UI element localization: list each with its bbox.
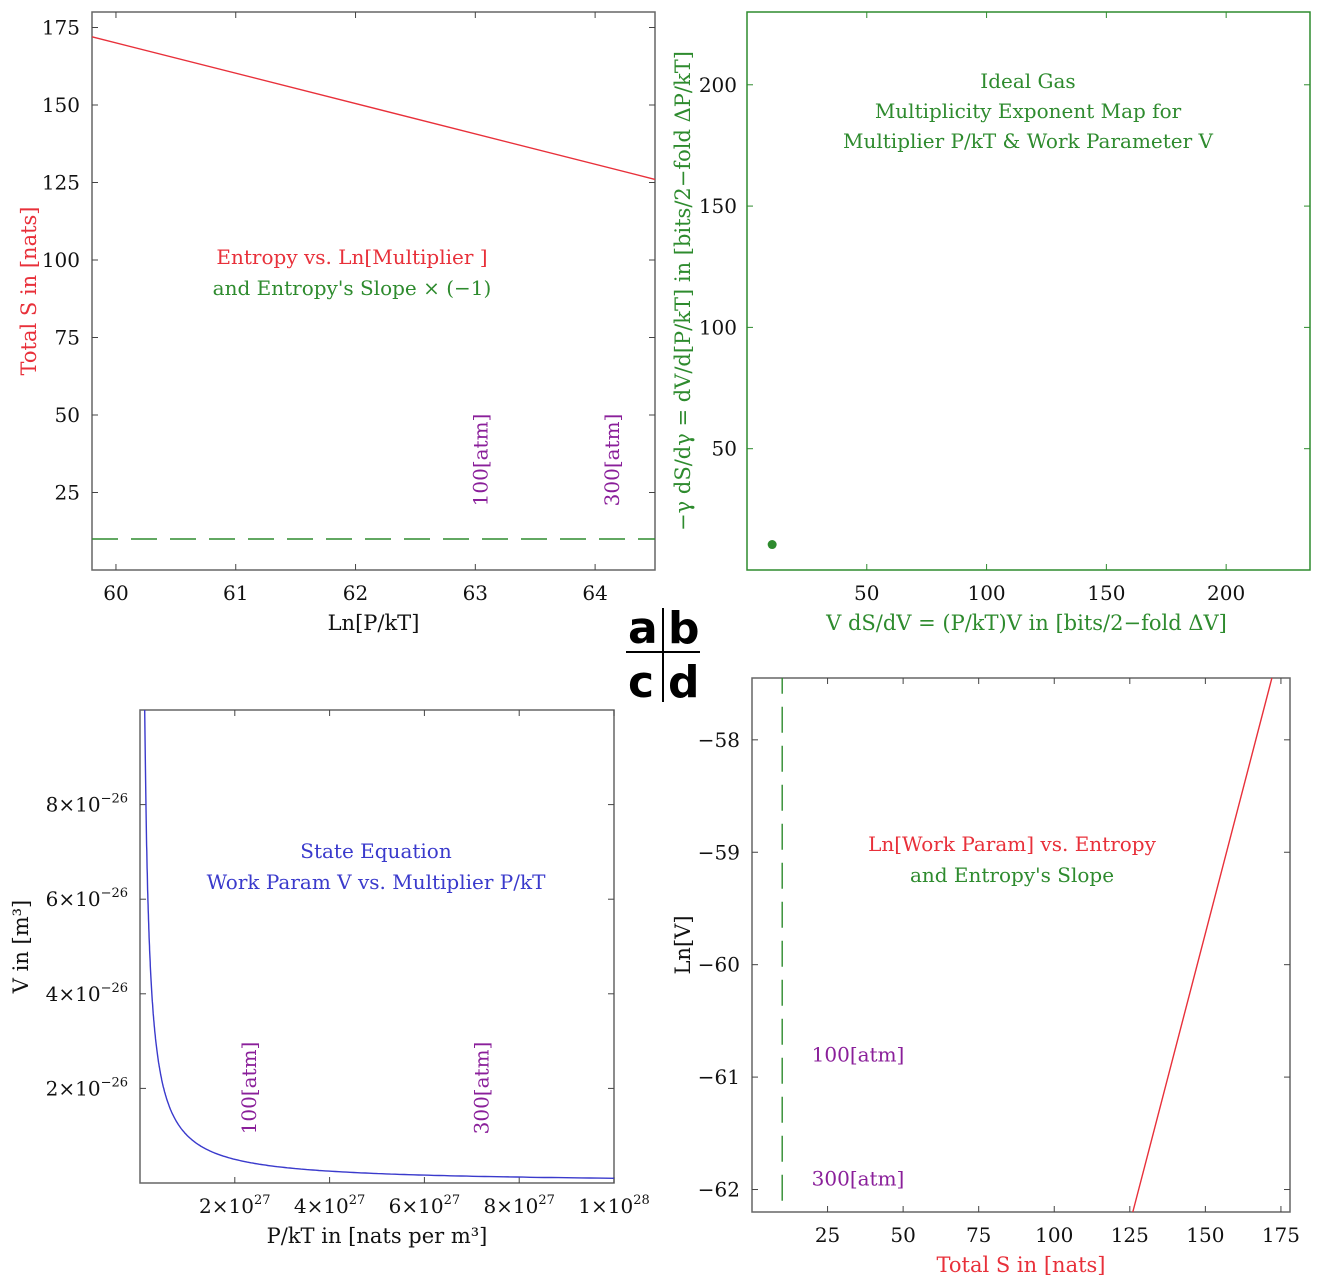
x-tick-label: 100 <box>1035 1223 1073 1247</box>
y-tick-label: 8×10−26 <box>46 792 128 817</box>
x-tick-label: 50 <box>890 1223 915 1247</box>
y-axis-label: Total S in [nats] <box>17 207 41 376</box>
y-axis-label: V in [m³] <box>9 900 33 994</box>
y-tick-label: 125 <box>42 171 80 195</box>
pressure-marker-label: 300[atm] <box>600 414 624 507</box>
y-tick-label: 50 <box>712 437 737 461</box>
x-tick-label: 50 <box>854 581 879 605</box>
annotation-line: and Entropy's Slope <box>910 863 1114 887</box>
x-tick-label: 63 <box>463 581 488 605</box>
y-tick-label: 2×10−26 <box>46 1075 128 1100</box>
y-tick-label: 4×10−26 <box>46 981 128 1006</box>
y-axis-label: −γ dS/dγ = dV/d[P/kT] in [bits/2−fold ΔP… <box>671 51 695 531</box>
x-tick-label: 64 <box>582 581 607 605</box>
y-tick-label: −61 <box>698 1065 740 1089</box>
x-axis-label: Total S in [nats] <box>937 1253 1106 1277</box>
panel-letter-a: a <box>628 603 658 654</box>
y-tick-label: −62 <box>698 1178 740 1202</box>
y-axis-label: Ln[V] <box>671 915 695 974</box>
pressure-marker-label: 300[atm] <box>812 1166 905 1190</box>
chart-title-line: Multiplier P/kT & Work Parameter V <box>843 129 1214 153</box>
x-tick-label: 8×1027 <box>483 1193 554 1218</box>
y-tick-label: 100 <box>42 248 80 272</box>
panel-letter-d: d <box>668 657 700 708</box>
y-tick-label: 150 <box>699 194 737 218</box>
pressure-marker-label: 100[atm] <box>237 1042 261 1135</box>
y-tick-label: 6×10−26 <box>46 886 128 911</box>
y-tick-label: 25 <box>55 481 80 505</box>
x-tick-label: 25 <box>815 1223 840 1247</box>
plot-frame <box>91 11 656 571</box>
annotation-line: Ln[Work Param] vs. Entropy <box>868 832 1157 856</box>
x-axis-label: P/kT in [nats per m³] <box>267 1224 488 1248</box>
x-axis-label: V dS/dV = (P/kT)V in [bits/2−fold ΔV] <box>825 611 1227 635</box>
ln-work-param-line <box>1132 677 1273 1213</box>
panel-b-multiplicity-exponent-map: 50 100 150 200 50 100 150 200 V dS/dV = (P/kT)V … <box>671 11 1311 635</box>
chart-title-line: Ideal Gas <box>980 69 1075 93</box>
x-axis-label: Ln[P/kT] <box>328 611 420 635</box>
x-tick-label: 175 <box>1262 1223 1300 1247</box>
x-tick-label: 1×1028 <box>578 1193 649 1218</box>
x-tick-label: 200 <box>1207 581 1245 605</box>
x-tick-label: 125 <box>1111 1223 1149 1247</box>
y-tick-label: −60 <box>698 953 740 977</box>
x-tick-label: 61 <box>223 581 248 605</box>
annotation-line: and Entropy's Slope × (−1) <box>213 276 492 300</box>
chart-title-line: Multiplicity Exponent Map for <box>875 99 1182 123</box>
y-tick-label: 75 <box>55 326 80 350</box>
pressure-marker-label: 100[atm] <box>468 414 492 507</box>
pressure-marker-label: 100[atm] <box>812 1043 905 1067</box>
panel-d-ln-work-param-vs-entropy: 25 50 75 100 125 150 175 −58 −59 −60 −61 −62 Total S… <box>671 677 1300 1277</box>
annotation-line: State Equation <box>300 839 452 863</box>
panel-c-state-equation: 2×1027 4×1027 6×1027 8×1027 1×1028 2×10−26 4×1… <box>9 709 650 1248</box>
plot-frame <box>139 709 615 1184</box>
x-tick-label: 6×1027 <box>389 1193 460 1218</box>
annotation-line: Entropy vs. Ln[Multiplier ] <box>216 245 487 269</box>
y-tick-label: 200 <box>699 73 737 97</box>
x-tick-label: 100 <box>967 581 1005 605</box>
panel-a-entropy-vs-ln-multiplier: 60 61 62 63 64 25 50 75 100 125 150 175 Ln[P/kT] Tota… <box>17 11 656 635</box>
plot-frame <box>751 677 1291 1213</box>
x-tick-label: 2×1027 <box>199 1193 270 1218</box>
panel-letter-c: c <box>628 657 654 708</box>
y-tick-label: −59 <box>698 840 740 864</box>
x-tick-label: 62 <box>343 581 368 605</box>
panel-letter-b: b <box>668 603 700 654</box>
y-tick-label: −58 <box>698 728 740 752</box>
x-tick-label: 60 <box>103 581 128 605</box>
x-tick-label: 150 <box>1186 1223 1224 1247</box>
y-tick-label: 150 <box>42 93 80 117</box>
y-tick-label: 175 <box>42 16 80 40</box>
panel-letter-key: a b c d <box>626 603 700 708</box>
y-tick-label: 100 <box>699 315 737 339</box>
x-tick-label: 75 <box>966 1223 991 1247</box>
scatter-point <box>767 540 777 550</box>
pressure-marker-label: 300[atm] <box>469 1042 493 1135</box>
plot-frame <box>746 11 1311 571</box>
entropy-line <box>91 36 656 181</box>
x-tick-label: 150 <box>1087 581 1125 605</box>
y-tick-label: 50 <box>55 403 80 427</box>
annotation-line: Work Param V vs. Multiplier P/kT <box>207 870 546 894</box>
x-tick-label: 4×1027 <box>294 1193 365 1218</box>
state-equation-curve <box>144 709 615 1179</box>
